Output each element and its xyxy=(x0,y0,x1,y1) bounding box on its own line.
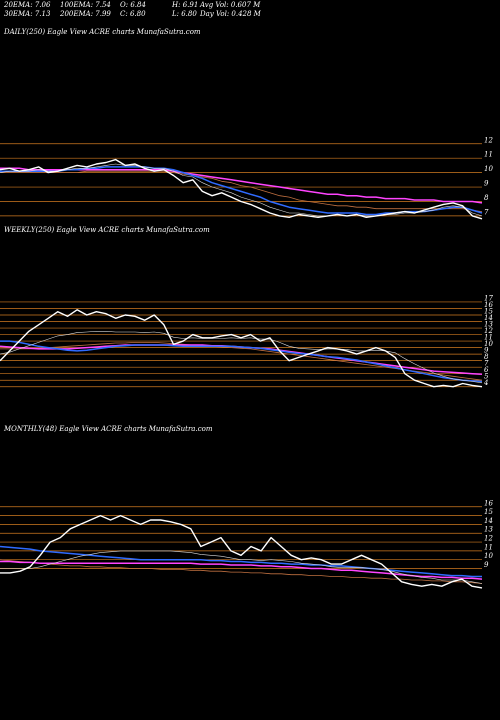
tick-label-0-3: 9 xyxy=(484,180,489,188)
tick-label-0-4: 8 xyxy=(484,194,489,202)
tick-label-1-9: 8 xyxy=(484,353,489,361)
series-ema_magenta-2 xyxy=(0,560,483,580)
header-ema100: 100EMA: 7.54 xyxy=(60,1,111,9)
series-price-2 xyxy=(0,514,483,589)
tick-label-2-1: 15 xyxy=(484,508,493,516)
series-ema_blue-2 xyxy=(0,545,482,578)
header-ema20: 20EMA: 7.06 xyxy=(4,1,51,9)
tick-label-1-7: 10 xyxy=(484,340,493,348)
tick-label-1-4: 13 xyxy=(484,321,493,329)
header-avgvol: Avg Vol: 0.607 M xyxy=(200,1,261,9)
tick-label-1-8: 9 xyxy=(484,347,489,355)
series-ema_magenta-1 xyxy=(0,344,483,376)
series-ema_blue-0 xyxy=(0,166,483,216)
tick-label-1-11: 6 xyxy=(484,366,489,374)
header-open: O: 6.84 xyxy=(120,1,146,9)
header-high: H: 6.91 xyxy=(172,1,199,9)
tick-label-1-3: 14 xyxy=(484,314,493,322)
header-close: C: 6.80 xyxy=(120,10,146,18)
series-ema_white-1 xyxy=(0,330,483,384)
tick-label-2-7: 9 xyxy=(484,561,489,569)
series-ema_white-2 xyxy=(0,550,483,584)
header-ema30: 30EMA: 7.13 xyxy=(4,10,51,18)
series-ema_brown-0 xyxy=(0,170,483,212)
panel-title-0: DAILY(250) Eagle View ACRE charts Munafa… xyxy=(3,28,201,36)
tick-label-1-13: 4 xyxy=(483,379,488,387)
series-ema_white-0 xyxy=(0,163,483,217)
tick-label-2-6: 10 xyxy=(484,552,493,560)
tick-label-2-3: 13 xyxy=(484,526,493,534)
tick-label-1-5: 12 xyxy=(484,327,493,335)
tick-label-0-2: 10 xyxy=(484,165,493,173)
tick-label-2-4: 12 xyxy=(484,535,493,543)
panel-title-1: WEEKLY(250) Eagle View ACRE charts Munaf… xyxy=(4,226,210,234)
header-ema200: 200EMA: 7.99 xyxy=(60,10,111,18)
tick-label-2-2: 14 xyxy=(484,517,493,525)
tick-label-0-0: 12 xyxy=(484,136,493,144)
tick-label-1-10: 7 xyxy=(484,360,489,368)
tick-label-0-1: 11 xyxy=(484,151,493,159)
tick-label-1-6: 11 xyxy=(484,334,493,342)
tick-label-1-1: 16 xyxy=(484,301,493,309)
series-ema_brown-2 xyxy=(0,559,483,584)
tick-label-2-5: 11 xyxy=(484,543,493,551)
tick-label-2-0: 16 xyxy=(484,499,493,507)
header-low: L: 6.80 xyxy=(172,10,197,18)
series-price-0 xyxy=(0,158,483,220)
header-dayvol: Day Vol: 0.428 M xyxy=(200,10,261,18)
tick-label-1-12: 5 xyxy=(484,373,489,381)
tick-label-1-0: 17 xyxy=(484,294,493,302)
tick-label-1-2: 15 xyxy=(484,308,493,316)
panel-title-2: MONTHLY(48) Eagle View ACRE charts Munaf… xyxy=(3,425,213,433)
tick-label-0-5: 7 xyxy=(484,208,489,216)
series-price-1 xyxy=(0,309,483,388)
